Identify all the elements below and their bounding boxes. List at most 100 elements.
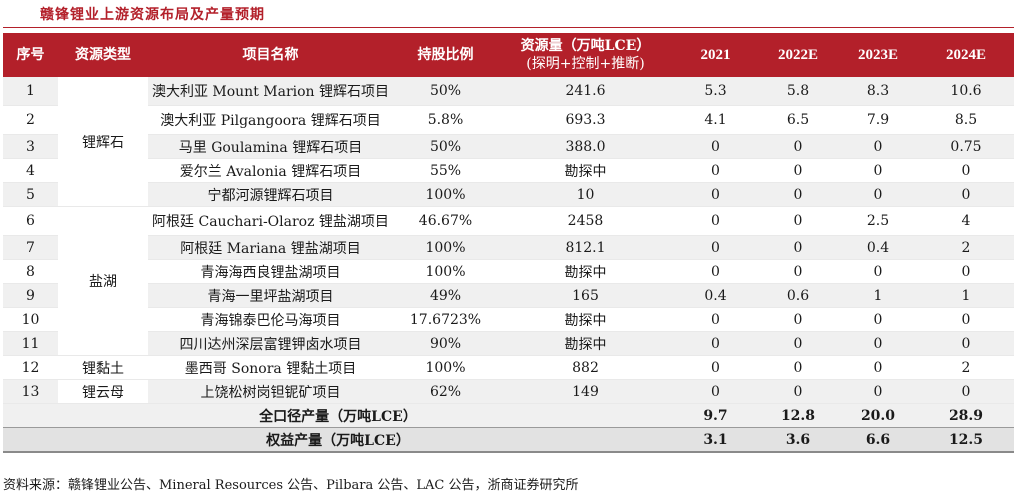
header-seq: 序号 xyxy=(3,33,58,77)
table-row: 10 青海锦泰巴伦马海项目 17.6723% 勘探中 0 0 0 0 xyxy=(3,307,1014,332)
cell-2022: 6.5 xyxy=(758,105,838,135)
total-row: 全口径产量（万吨LCE） 9.7 12.8 20.0 28.9 xyxy=(3,403,1014,428)
cell-share: 100% xyxy=(393,182,498,207)
cell-seq: 5 xyxy=(3,182,58,207)
cell-2023: 0 xyxy=(838,259,918,284)
cell-2021: 4.1 xyxy=(673,105,758,135)
cell-share: 5.8% xyxy=(393,105,498,135)
cell-seq: 2 xyxy=(3,105,58,135)
header-share: 持股比例 xyxy=(393,33,498,77)
cell-project: 阿根廷 Cauchari-Olaroz 锂盐湖项目 xyxy=(148,206,393,236)
group-lepidolite: 锂云母 xyxy=(58,379,148,404)
table-row: 2 澳大利亚 Pilgangoora 锂辉石项目 5.8% 693.3 4.1 … xyxy=(3,105,1014,135)
table-row: 13 锂云母 上饶松树岗钽铌矿项目 62% 149 0 0 0 0 xyxy=(3,379,1014,404)
cell-2022: 0 xyxy=(758,307,838,332)
cell-2023: 2.5 xyxy=(838,206,918,236)
cell-share: 90% xyxy=(393,331,498,356)
table-row: 3 马里 Goulamina 锂辉石项目 50% 388.0 0 0 0 0.7… xyxy=(3,134,1014,159)
cell-2022: 0 xyxy=(758,259,838,284)
group-brine: 盐湖 xyxy=(58,206,148,356)
cell-seq: 4 xyxy=(3,158,58,183)
cell-2021: 0 xyxy=(673,259,758,284)
cell-resource: 勘探中 xyxy=(498,259,673,284)
cell-resource: 2458 xyxy=(498,206,673,236)
cell-seq: 11 xyxy=(3,331,58,356)
cell-2022: 0 xyxy=(758,331,838,356)
cell-2022: 0 xyxy=(758,379,838,404)
cell-2023: 8.3 xyxy=(838,77,918,106)
cell-2023: 1 xyxy=(838,283,918,308)
cell-project: 墨西哥 Sonora 锂黏土项目 xyxy=(148,355,393,380)
header-2021: 2021 xyxy=(673,33,758,77)
header-2023: 2023E xyxy=(838,33,918,77)
cell-2021: 0 xyxy=(673,379,758,404)
header-2022: 2022E xyxy=(758,33,838,77)
cell-share: 49% xyxy=(393,283,498,308)
source-note: 资料来源：赣锋锂业公告、Mineral Resources 公告、Pilbara… xyxy=(3,478,579,493)
cell-2022: 0 xyxy=(758,182,838,207)
cell-resource: 勘探中 xyxy=(498,331,673,356)
cell-2023: 0 xyxy=(838,182,918,207)
header-resource: 资源量（万吨LCE） (探明+控制+推断) xyxy=(498,33,673,77)
header-type: 资源类型 xyxy=(58,33,148,77)
cell-2022: 0 xyxy=(758,355,838,380)
equity-2023: 6.6 xyxy=(838,427,918,453)
cell-2021: 0 xyxy=(673,331,758,356)
cell-project: 四川达州深层富锂钾卤水项目 xyxy=(148,331,393,356)
cell-2023: 0.4 xyxy=(838,235,918,260)
cell-share: 62% xyxy=(393,379,498,404)
total-2021: 9.7 xyxy=(673,403,758,428)
cell-2024: 8.5 xyxy=(918,105,1014,135)
cell-project: 马里 Goulamina 锂辉石项目 xyxy=(148,134,393,159)
table-row: 12 锂黏土 墨西哥 Sonora 锂黏土项目 100% 882 0 0 0 2 xyxy=(3,355,1014,380)
cell-2022: 0 xyxy=(758,158,838,183)
cell-resource: 812.1 xyxy=(498,235,673,260)
cell-2021: 0 xyxy=(673,134,758,159)
cell-2022: 0 xyxy=(758,134,838,159)
cell-2024: 0 xyxy=(918,259,1014,284)
cell-project: 阿根廷 Mariana 锂盐湖项目 xyxy=(148,235,393,260)
table-row: 1 锂辉石 澳大利亚 Mount Marion 锂辉石项目 50% 241.6 … xyxy=(3,77,1014,207)
group-clay: 锂黏土 xyxy=(58,355,148,380)
cell-seq: 12 xyxy=(3,355,58,380)
cell-seq: 13 xyxy=(3,379,58,404)
total-2023: 20.0 xyxy=(838,403,918,428)
cell-2024: 2 xyxy=(918,235,1014,260)
cell-seq: 9 xyxy=(3,283,58,308)
total-label: 全口径产量（万吨LCE） xyxy=(3,403,673,428)
cell-share: 100% xyxy=(393,235,498,260)
cell-2024: 0.75 xyxy=(918,134,1014,159)
cell-2021: 0 xyxy=(673,206,758,236)
cell-share: 55% xyxy=(393,158,498,183)
cell-resource: 149 xyxy=(498,379,673,404)
cell-2023: 0 xyxy=(838,355,918,380)
cell-seq: 6 xyxy=(3,206,58,236)
cell-seq: 10 xyxy=(3,307,58,332)
cell-2022: 0 xyxy=(758,206,838,236)
cell-project: 上饶松树岗钽铌矿项目 xyxy=(148,379,393,404)
cell-2021: 0 xyxy=(673,355,758,380)
cell-2024: 0 xyxy=(918,158,1014,183)
cell-resource: 10 xyxy=(498,182,673,207)
cell-2023: 7.9 xyxy=(838,105,918,135)
header-resource-line1: 资源量（万吨LCE） xyxy=(520,38,651,54)
table-row: 8 青海海西良锂盐湖项目 100% 勘探中 0 0 0 0 xyxy=(3,259,1014,284)
table-row: 9 青海一里坪盐湖项目 49% 165 0.4 0.6 1 1 xyxy=(3,283,1014,308)
table-row: 6 盐湖 阿根廷 Cauchari-Olaroz 锂盐湖项目 46.67% 24… xyxy=(3,206,1014,356)
cell-2023: 0 xyxy=(838,379,918,404)
table-row: 4 爱尔兰 Avalonia 锂辉石项目 55% 勘探中 0 0 0 0 xyxy=(3,158,1014,183)
cell-project: 宁都河源锂辉石项目 xyxy=(148,182,393,207)
table-row: 11 四川达州深层富锂钾卤水项目 90% 勘探中 0 0 0 0 xyxy=(3,331,1014,356)
cell-project: 澳大利亚 Mount Marion 锂辉石项目 xyxy=(148,77,393,106)
cell-resource: 勘探中 xyxy=(498,307,673,332)
resource-table: 序号 资源类型 项目名称 持股比例 资源量（万吨LCE） (探明+控制+推断) … xyxy=(3,33,1014,453)
cell-2021: 0 xyxy=(673,182,758,207)
cell-share: 100% xyxy=(393,355,498,380)
header-2024: 2024E xyxy=(918,33,1014,77)
header-project: 项目名称 xyxy=(148,33,393,77)
cell-2021: 0 xyxy=(673,235,758,260)
cell-seq: 7 xyxy=(3,235,58,260)
cell-project: 澳大利亚 Pilgangoora 锂辉石项目 xyxy=(148,105,393,135)
equity-row: 权益产量（万吨LCE） 3.1 3.6 6.6 12.5 xyxy=(3,427,1014,453)
cell-project: 青海一里坪盐湖项目 xyxy=(148,283,393,308)
